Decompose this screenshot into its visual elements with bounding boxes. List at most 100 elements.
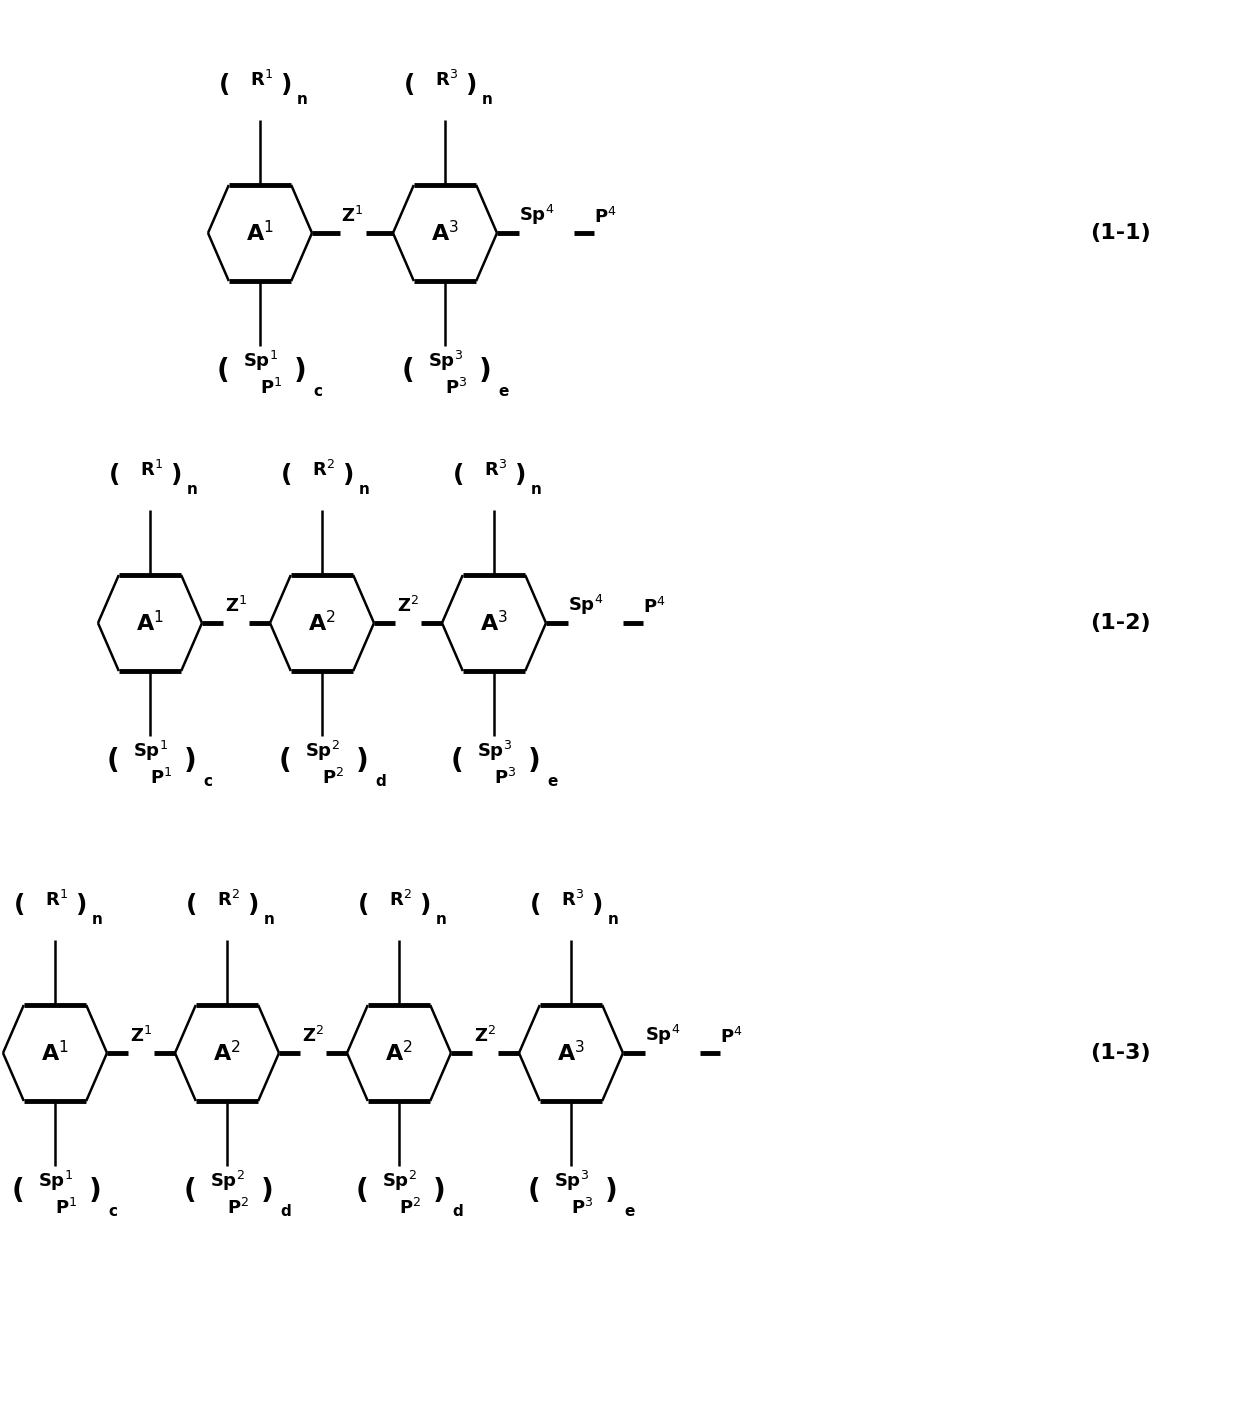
Text: ): ) [184, 747, 196, 774]
Text: A$^2$: A$^2$ [386, 1040, 413, 1065]
Text: ): ) [420, 893, 432, 917]
Text: (1-2): (1-2) [1090, 613, 1151, 633]
Text: (: ( [107, 747, 119, 774]
Text: ): ) [260, 1177, 273, 1205]
Text: n: n [264, 913, 275, 927]
Text: P$^3$: P$^3$ [570, 1198, 593, 1218]
Text: (: ( [11, 1177, 25, 1205]
Text: A$^2$: A$^2$ [309, 610, 336, 636]
Text: n: n [482, 92, 492, 107]
Text: (: ( [219, 73, 231, 97]
Text: ): ) [466, 73, 477, 97]
Text: (: ( [404, 73, 415, 97]
Text: P$^2$: P$^2$ [399, 1198, 422, 1218]
Text: P$^3$: P$^3$ [445, 377, 467, 398]
Text: (: ( [528, 1177, 541, 1205]
Text: A$^3$: A$^3$ [480, 610, 508, 636]
Text: n: n [436, 913, 446, 927]
Text: n: n [360, 482, 370, 497]
Text: Sp$^4$: Sp$^4$ [520, 203, 554, 227]
Text: R$^3$: R$^3$ [484, 461, 507, 480]
Text: Sp$^3$: Sp$^3$ [554, 1169, 589, 1193]
Text: Sp$^1$: Sp$^1$ [38, 1169, 73, 1193]
Text: (1-3): (1-3) [1090, 1043, 1151, 1063]
Text: c: c [312, 383, 322, 398]
Text: (: ( [450, 747, 464, 774]
Text: (1-1): (1-1) [1090, 223, 1151, 243]
Text: R$^2$: R$^2$ [312, 461, 335, 480]
Text: Sp$^2$: Sp$^2$ [382, 1169, 417, 1193]
Text: (: ( [281, 463, 293, 487]
Text: Sp$^3$: Sp$^3$ [477, 739, 512, 763]
Text: Z$^2$: Z$^2$ [303, 1026, 324, 1046]
Text: P$^4$: P$^4$ [594, 206, 616, 227]
Text: Sp$^2$: Sp$^2$ [305, 739, 340, 763]
Text: e: e [624, 1204, 635, 1218]
Text: ): ) [77, 893, 88, 917]
Text: (: ( [217, 357, 229, 384]
Text: A$^1$: A$^1$ [136, 610, 164, 636]
Text: Sp$^3$: Sp$^3$ [428, 349, 463, 373]
Text: (: ( [454, 463, 465, 487]
Text: n: n [531, 482, 542, 497]
Text: d: d [374, 773, 386, 788]
Text: Z$^1$: Z$^1$ [130, 1026, 153, 1046]
Text: ): ) [605, 1177, 618, 1205]
Text: A$^1$: A$^1$ [246, 220, 274, 246]
Text: Sp$^4$: Sp$^4$ [568, 593, 604, 617]
Text: R$^1$: R$^1$ [45, 890, 68, 910]
Text: ): ) [528, 747, 541, 774]
Text: n: n [298, 92, 308, 107]
Text: (: ( [15, 893, 26, 917]
Text: (: ( [356, 1177, 368, 1205]
Text: ): ) [479, 357, 491, 384]
Text: A$^3$: A$^3$ [557, 1040, 585, 1065]
Text: P$^1$: P$^1$ [55, 1198, 77, 1218]
Text: ): ) [281, 73, 293, 97]
Text: ): ) [356, 747, 368, 774]
Text: ): ) [343, 463, 355, 487]
Text: c: c [108, 1204, 117, 1218]
Text: R$^2$: R$^2$ [217, 890, 239, 910]
Text: P$^2$: P$^2$ [322, 767, 345, 788]
Text: Z$^1$: Z$^1$ [224, 596, 247, 616]
Text: d: d [280, 1204, 290, 1218]
Text: ): ) [433, 1177, 445, 1205]
Text: (: ( [109, 463, 120, 487]
Text: e: e [498, 383, 508, 398]
Text: R$^3$: R$^3$ [560, 890, 584, 910]
Text: P$^1$: P$^1$ [260, 377, 283, 398]
Text: Z$^1$: Z$^1$ [341, 206, 363, 226]
Text: (: ( [279, 747, 291, 774]
Text: Sp$^1$: Sp$^1$ [243, 349, 278, 373]
Text: P$^4$: P$^4$ [720, 1027, 743, 1047]
Text: A$^1$: A$^1$ [41, 1040, 69, 1065]
Text: A$^2$: A$^2$ [213, 1040, 241, 1065]
Text: P$^2$: P$^2$ [227, 1198, 249, 1218]
Text: ): ) [248, 893, 259, 917]
Text: A$^3$: A$^3$ [432, 220, 459, 246]
Text: ): ) [294, 357, 306, 384]
Text: n: n [187, 482, 198, 497]
Text: (: ( [358, 893, 370, 917]
Text: (: ( [402, 357, 414, 384]
Text: Sp$^1$: Sp$^1$ [133, 739, 167, 763]
Text: e: e [547, 773, 557, 788]
Text: ): ) [171, 463, 182, 487]
Text: Sp$^4$: Sp$^4$ [645, 1023, 681, 1047]
Text: (: ( [184, 1177, 196, 1205]
Text: R$^3$: R$^3$ [435, 71, 458, 90]
Text: R$^1$: R$^1$ [140, 461, 162, 480]
Text: P$^3$: P$^3$ [494, 767, 516, 788]
Text: Z$^2$: Z$^2$ [397, 596, 419, 616]
Text: n: n [92, 913, 103, 927]
Text: R$^1$: R$^1$ [250, 71, 273, 90]
Text: Sp$^2$: Sp$^2$ [210, 1169, 244, 1193]
Text: d: d [453, 1204, 463, 1218]
Text: R$^2$: R$^2$ [389, 890, 412, 910]
Text: ): ) [88, 1177, 102, 1205]
Text: ): ) [593, 893, 604, 917]
Text: (: ( [186, 893, 197, 917]
Text: P$^1$: P$^1$ [150, 767, 172, 788]
Text: n: n [608, 913, 619, 927]
